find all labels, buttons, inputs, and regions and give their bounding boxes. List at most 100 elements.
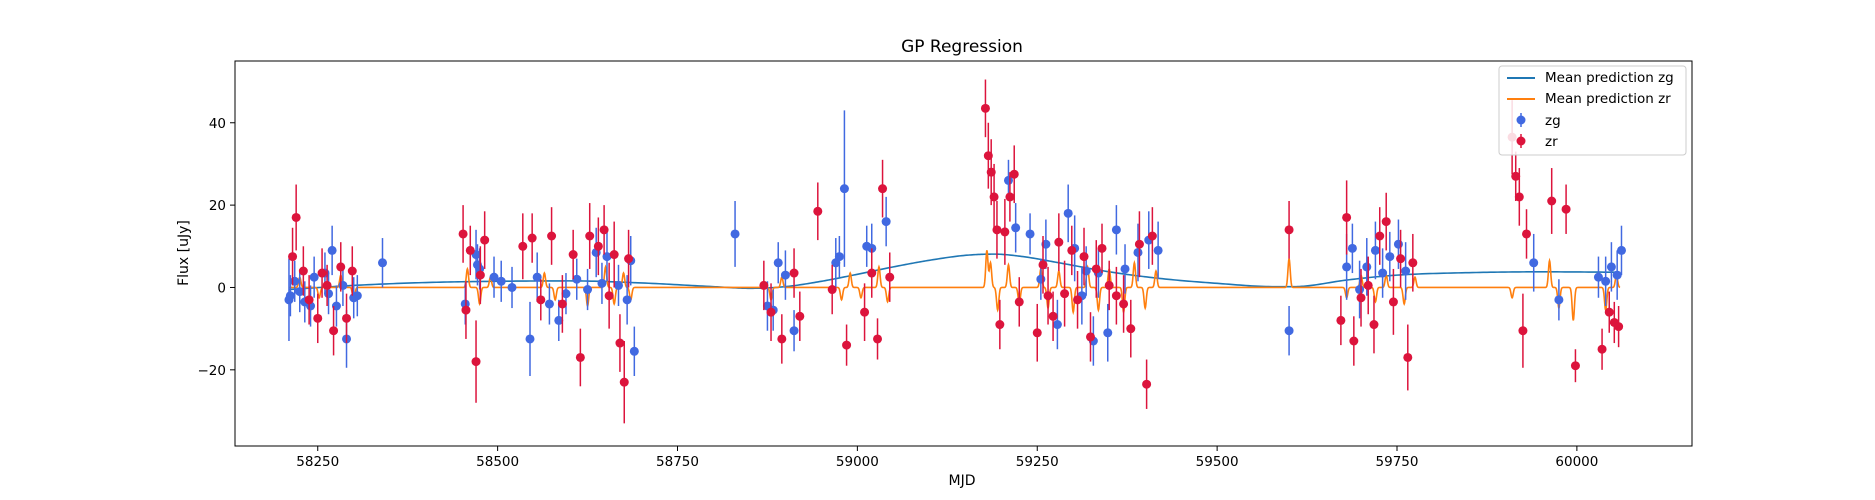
zg-data-point <box>1003 175 1013 185</box>
zg-data-point <box>1616 245 1626 255</box>
zg-data-point <box>1036 274 1046 284</box>
zr-data-point <box>873 334 883 344</box>
zg-data-point <box>730 229 740 239</box>
zr-data-point <box>867 268 877 278</box>
zr-data-point <box>304 295 314 305</box>
zr-data-point <box>575 352 585 362</box>
zr-data-point <box>568 250 578 260</box>
zr-data-point <box>347 266 357 276</box>
zr-data-point <box>461 305 471 315</box>
zr-data-point <box>1079 252 1089 262</box>
mean-prediction-zg-line <box>288 253 1621 291</box>
zr-data-point <box>1604 307 1614 317</box>
zr-data-point <box>992 225 1002 235</box>
zr-data-point <box>313 313 323 323</box>
zr-data-point <box>527 233 537 243</box>
zr-data-point <box>1009 169 1019 179</box>
zr-data-point <box>1032 328 1042 338</box>
zr-data-point <box>1403 352 1413 362</box>
zg-data-point <box>1362 262 1372 272</box>
zr-data-point <box>1284 225 1294 235</box>
legend-marker-zr <box>1516 136 1526 146</box>
zg-data-point <box>1593 272 1603 282</box>
zr-data-point <box>1111 291 1121 301</box>
zr-data-point <box>1134 239 1144 249</box>
zr-data-point <box>878 184 888 194</box>
zr-data-point <box>860 307 870 317</box>
zr-data-point <box>557 299 567 309</box>
zr-data-point <box>480 235 490 245</box>
zg-data-point <box>1111 225 1121 235</box>
zg-data-point <box>532 272 542 282</box>
legend-label-mean-zr: Mean prediction zr <box>1545 91 1671 107</box>
y-axis-ticks: −20 0 20 40 <box>198 116 235 379</box>
zr-data-point <box>766 307 776 317</box>
zg-data-point <box>622 295 632 305</box>
x-tick-label: 59500 <box>1196 454 1239 470</box>
y-tick-label: 0 <box>217 280 226 296</box>
y-tick-label: −20 <box>198 363 227 379</box>
zr-data-point <box>1091 264 1101 274</box>
zr-data-point <box>1147 231 1157 241</box>
zr-data-point <box>1381 217 1391 227</box>
zr-data-point <box>1408 258 1418 268</box>
zg-data-point <box>1529 258 1539 268</box>
zr-data-point <box>980 103 990 113</box>
zr-data-point <box>518 241 528 251</box>
zr-data-point <box>759 280 769 290</box>
zr-data-point <box>1142 379 1152 389</box>
zg-data-point <box>1370 245 1380 255</box>
x-tick-label: 58500 <box>476 454 519 470</box>
zr-data-point <box>342 313 352 323</box>
zg-data-point <box>338 280 348 290</box>
zr-data-point <box>1073 295 1083 305</box>
zg-data-point <box>561 289 571 299</box>
zr-data-point <box>1356 293 1366 303</box>
zg-data-point <box>1052 320 1062 330</box>
zr-data-point <box>885 272 895 282</box>
zr-data-point <box>995 320 1005 330</box>
zg-data-point <box>1153 245 1163 255</box>
zr-data-point <box>1514 192 1524 202</box>
zr-data-point <box>1048 311 1058 321</box>
zg-data-point <box>1011 223 1021 233</box>
x-tick-label: 60000 <box>1555 454 1598 470</box>
zg-data-point <box>597 278 607 288</box>
zr-data-point <box>989 192 999 202</box>
zg-data-point <box>1393 239 1403 249</box>
zr-data-point <box>1085 332 1095 342</box>
zr-data-point <box>1522 229 1532 239</box>
zg-data-point <box>554 315 564 325</box>
zr-data-point <box>593 241 603 251</box>
zg-data-point <box>1612 270 1622 280</box>
zr-data-point <box>1000 227 1010 237</box>
x-tick-label: 58250 <box>296 454 339 470</box>
zg-data-point <box>1554 295 1564 305</box>
zr-data-point <box>604 291 614 301</box>
x-axis-ticks: 58250 58500 58750 59000 59250 59500 59750 60000 <box>296 446 1598 470</box>
zg-data-point <box>377 258 387 268</box>
x-tick-label: 59750 <box>1376 454 1419 470</box>
zr-data-point <box>465 245 475 255</box>
zg-data-point <box>1120 264 1130 274</box>
axes-frame <box>234 60 1693 447</box>
zr-data-point <box>795 311 805 321</box>
zr-data-point <box>1043 291 1053 301</box>
zr-data-point <box>291 212 301 222</box>
zr-data-point <box>813 206 823 216</box>
legend-marker-zg <box>1516 115 1526 125</box>
zr-data-point <box>1388 297 1398 307</box>
zg-data-point <box>1081 266 1091 276</box>
zr-data-point <box>298 266 308 276</box>
zg-data-point <box>489 272 499 282</box>
zg-data-point <box>572 274 582 284</box>
zr-data-point <box>1336 315 1346 325</box>
zg-data-point <box>583 285 593 295</box>
zr-data-point <box>1060 289 1070 299</box>
zg-data-point <box>834 252 844 262</box>
zr-data-point <box>322 280 332 290</box>
zr-data-point <box>1349 336 1359 346</box>
zg-data-point <box>629 346 639 356</box>
legend-label-mean-zg: Mean prediction zg <box>1545 70 1674 86</box>
